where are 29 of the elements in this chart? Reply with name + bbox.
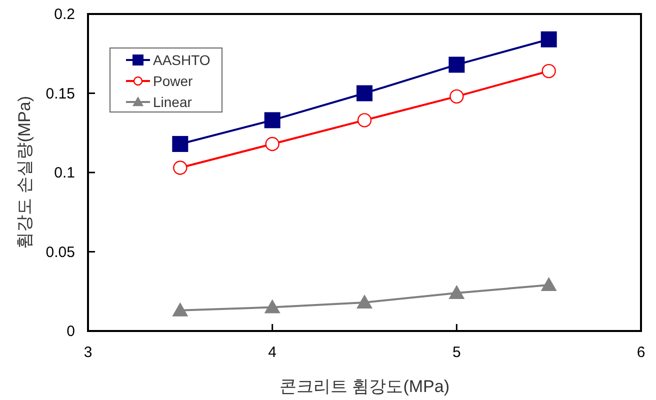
y-tick-label: 0.15 xyxy=(46,85,75,102)
y-tick-label: 0.05 xyxy=(46,244,75,261)
x-axis-title: 콘크리트 휨강도(MPa) xyxy=(280,377,450,396)
point xyxy=(448,56,465,73)
x-tick-label: 4 xyxy=(268,344,277,361)
point xyxy=(264,299,280,314)
y-tick-label: 0.1 xyxy=(54,164,75,182)
point xyxy=(540,277,557,292)
point xyxy=(265,136,280,152)
legend-label: AASHTO xyxy=(153,52,210,68)
legend-label: Power xyxy=(153,73,194,89)
point xyxy=(172,302,188,316)
y-axis-title: 휨강도 손실량(MPa) xyxy=(15,96,34,249)
point xyxy=(264,112,280,128)
point xyxy=(357,113,372,128)
point xyxy=(540,31,557,48)
point xyxy=(542,64,556,78)
point xyxy=(173,160,188,175)
x-tick-label: 5 xyxy=(452,344,461,361)
point xyxy=(448,284,465,299)
point xyxy=(450,89,464,104)
point xyxy=(356,294,372,308)
point xyxy=(172,136,188,152)
x-tick-label: 3 xyxy=(84,344,92,361)
x-tick-label: 6 xyxy=(636,344,646,361)
point xyxy=(356,85,372,102)
y-tick-label: 0.2 xyxy=(54,6,75,23)
y-tick-label: 0 xyxy=(66,323,75,340)
legend-label: Linear xyxy=(153,94,192,110)
